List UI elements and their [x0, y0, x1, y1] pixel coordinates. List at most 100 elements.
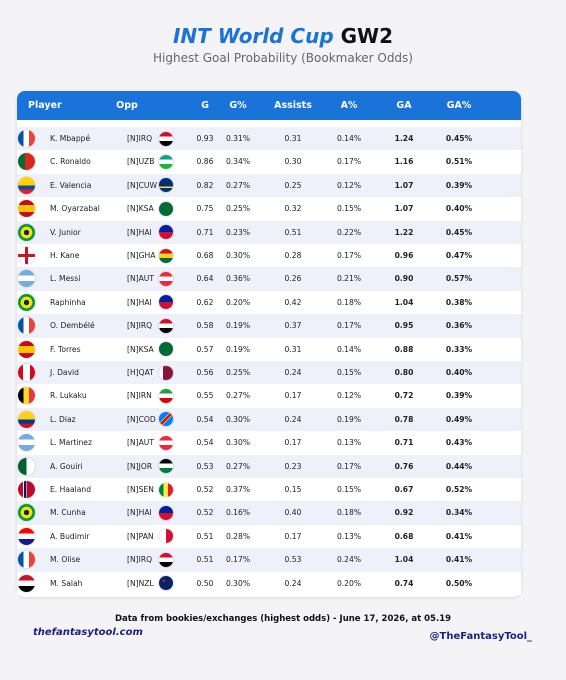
- opponent: [H]QAT: [127, 368, 154, 377]
- assists: 0.24: [284, 414, 302, 424]
- table-row: V. Junior [N]HAI 0.71 0.23% 0.51 0.22% 1.22 0.4…: [17, 220, 521, 244]
- opponent: [N]HAI: [127, 227, 152, 237]
- opponent: [N]KSA: [127, 344, 154, 354]
- table-row: M. Oyarzabal [N]KSA 0.75 0.25% 0.32 0.15% 1.07…: [17, 197, 521, 221]
- assists: 0.24: [284, 368, 302, 377]
- ga-pct: 0.40%: [445, 204, 473, 214]
- goals: 0.58: [196, 321, 214, 331]
- assists: 0.31: [284, 344, 302, 354]
- player-name: J. David: [50, 368, 79, 377]
- opponent-flag: [159, 552, 173, 567]
- ga-pct: 0.39%: [445, 180, 473, 190]
- table-row: L. Martinez [N]AUT 0.54 0.30% 0.17 0.13% 0.71 0…: [17, 431, 521, 455]
- ga-pct: 0.45%: [445, 134, 473, 143]
- assist-pct: 0.17%: [336, 251, 362, 260]
- footer-note: Data from bookies/exchanges (highest odd…: [114, 614, 452, 624]
- player-name: A. Budimir: [50, 531, 90, 541]
- assists: 0.17: [284, 531, 302, 541]
- goal-pct: 0.36%: [225, 274, 251, 284]
- opponent: [N]CUW: [127, 180, 157, 190]
- opponent-flag: [159, 435, 173, 450]
- player-flag: [18, 387, 35, 405]
- goal-involvement: 1.24: [394, 134, 414, 143]
- opponent: [N]PAN: [127, 531, 154, 541]
- opponent: [N]HAI: [127, 508, 152, 518]
- ga-pct: 0.34%: [445, 508, 473, 518]
- column-header: G: [201, 100, 209, 111]
- assists: 0.53: [284, 555, 302, 565]
- player-flag: [18, 551, 35, 569]
- ga-pct: 0.43%: [445, 438, 473, 448]
- opponent: [N]NZL: [127, 578, 154, 588]
- goal-pct: 0.30%: [225, 438, 251, 448]
- assist-pct: 0.21%: [336, 274, 362, 284]
- player-flag: [18, 434, 35, 452]
- player-name: O. Dembélé: [50, 321, 95, 331]
- title: INT World Cup GW2: [0, 24, 566, 48]
- opponent: [N]GHA: [127, 251, 156, 260]
- player-name: M. Salah: [50, 578, 83, 588]
- goal-pct: 0.28%: [225, 531, 251, 541]
- goal-pct: 0.31%: [225, 134, 251, 143]
- assist-pct: 0.15%: [336, 368, 362, 377]
- goals: 0.52: [196, 508, 214, 518]
- goal-involvement: 0.95: [394, 321, 414, 331]
- goal-pct: 0.34%: [225, 157, 251, 167]
- assists: 0.26: [284, 274, 302, 284]
- goal-pct: 0.37%: [225, 485, 251, 494]
- assist-pct: 0.19%: [336, 414, 362, 424]
- player-name: L. Martinez: [50, 438, 92, 448]
- ga-pct: 0.51%: [445, 157, 473, 167]
- player-flag: [18, 247, 35, 264]
- goals: 0.75: [196, 204, 214, 214]
- goals: 0.86: [196, 157, 214, 167]
- opponent: [N]IRQ: [127, 321, 153, 331]
- assists: 0.51: [284, 227, 302, 237]
- assist-pct: 0.17%: [336, 321, 362, 331]
- ga-pct: 0.39%: [445, 391, 473, 401]
- goals: 0.54: [196, 438, 214, 448]
- goals: 0.54: [196, 414, 214, 424]
- opponent-flag: [159, 272, 173, 287]
- player-flag: [18, 340, 35, 358]
- opponent-flag: [159, 225, 173, 240]
- ga-pct: 0.41%: [445, 531, 473, 541]
- player-flag: [18, 527, 35, 545]
- goals: 0.52: [196, 485, 214, 494]
- assist-pct: 0.12%: [336, 180, 362, 190]
- opponent-flag: [159, 201, 173, 216]
- table-row: L. Messi [N]AUT 0.64 0.36% 0.26 0.21% 0.90 0.57…: [17, 267, 521, 291]
- player-flag: [18, 153, 35, 171]
- opponent: [N]SEN: [127, 485, 154, 494]
- goal-involvement: 0.90: [394, 274, 414, 284]
- goal-involvement: 1.22: [394, 227, 414, 237]
- title-highlight: INT World Cup: [172, 24, 334, 48]
- player-name: E. Haaland: [50, 485, 92, 494]
- assists: 0.25: [284, 180, 302, 190]
- player-name: M. Cunha: [50, 508, 86, 518]
- social-handle[interactable]: @TheFantasyTool_: [429, 631, 533, 642]
- goal-involvement: 0.78: [394, 414, 414, 424]
- goals: 0.55: [196, 391, 214, 401]
- assists: 0.17: [284, 391, 302, 401]
- opponent-flag: [159, 178, 173, 193]
- assist-pct: 0.22%: [336, 227, 362, 237]
- opponent-flag: [159, 506, 173, 521]
- goal-involvement: 1.04: [394, 297, 414, 307]
- table-row: L. Diaz [N]COD 0.54 0.30% 0.24 0.19% 0.78 0.49%: [17, 407, 521, 432]
- goals: 0.56: [196, 368, 214, 377]
- opponent-flag: [159, 412, 173, 427]
- assist-pct: 0.14%: [336, 344, 362, 354]
- site-link[interactable]: thefantasytool.com: [33, 627, 143, 638]
- goals: 0.53: [196, 461, 214, 471]
- goal-involvement: 1.07: [394, 204, 414, 214]
- opponent-flag: [159, 342, 173, 357]
- column-header: GA: [396, 100, 412, 111]
- opponent: [N]IRQ: [127, 555, 153, 565]
- player-name: F. Torres: [50, 344, 81, 354]
- assist-pct: 0.12%: [336, 391, 362, 401]
- player-flag: [18, 481, 35, 498]
- goal-involvement: 1.04: [394, 555, 414, 565]
- player-flag: [18, 317, 35, 335]
- player-flag: [18, 364, 35, 381]
